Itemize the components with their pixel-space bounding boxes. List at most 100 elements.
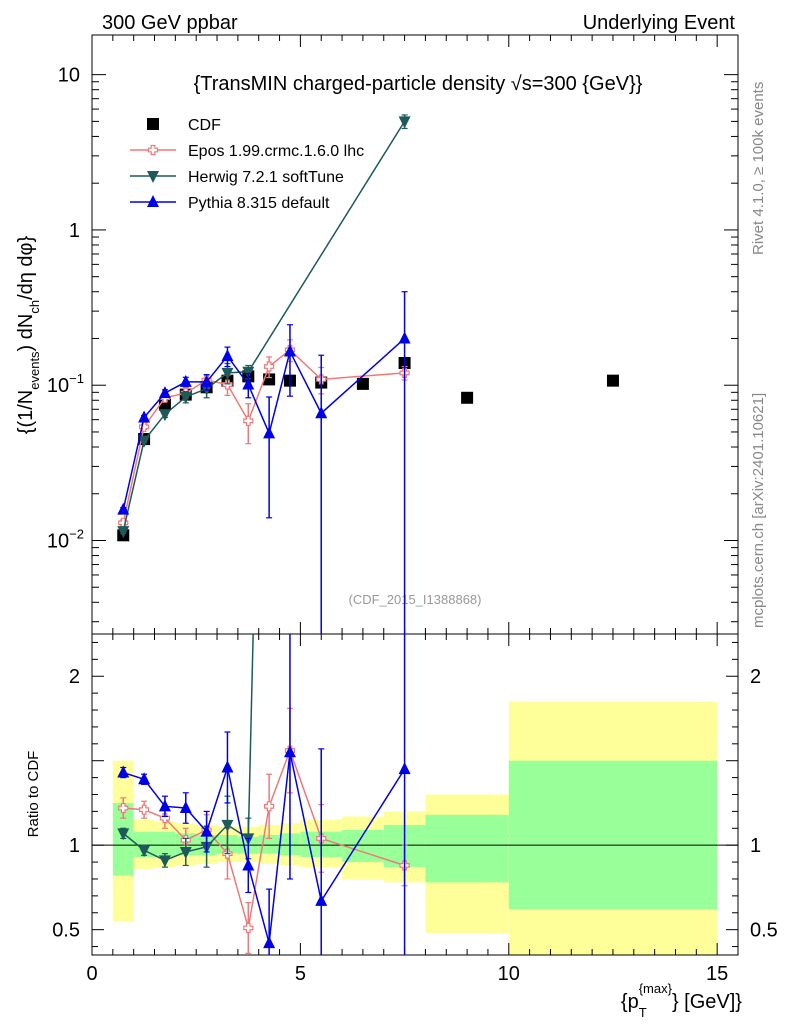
series-line (122, 337, 406, 510)
x-axis-label: {pT {max}} [GeV]} (621, 981, 742, 1020)
series-2-main (117, 291, 411, 634)
ratio-point (398, 762, 411, 775)
series-point (221, 349, 234, 362)
series-point (158, 386, 171, 399)
x-tick-label: 5 (295, 963, 306, 985)
series-point (398, 116, 411, 129)
x-axis-label-sup: {max} (639, 981, 673, 996)
cdf-data-point (606, 374, 619, 387)
x-tick-label: 10 (498, 963, 520, 985)
series-point (243, 415, 254, 426)
series-point (242, 377, 255, 390)
ratio-point (315, 893, 328, 906)
x-tick-label: 15 (706, 963, 728, 985)
legend-marker (147, 195, 159, 207)
ratio-point (200, 824, 213, 837)
ratio-point (283, 745, 296, 758)
ratio-point (158, 799, 171, 812)
axis-ticks: 0 5 10 15 10−2 10−1 1 10 0.5 0.5 1 1 2 2 (47, 35, 778, 985)
right-title: Underlying Event (583, 12, 736, 34)
series-point (283, 344, 296, 357)
ratio-tick-label-right: 2 (750, 666, 761, 688)
series-point (117, 526, 130, 539)
legend-label: Pythia 8.315 default (188, 195, 330, 212)
legend-label: CDF (188, 117, 221, 134)
series-point (200, 374, 213, 387)
ratio-point (263, 936, 276, 949)
band-green-12 (425, 814, 509, 883)
series-point (264, 361, 275, 372)
y-axis-label-sub2: ch (27, 300, 42, 314)
y-tick-label: 10−1 (47, 371, 84, 397)
cdf-data-point (263, 373, 276, 386)
ratio-point (221, 760, 234, 773)
y-axis-label-sub1: events (27, 351, 42, 390)
band-green-2 (154, 831, 176, 858)
left-title: 300 GeV ppbar (102, 12, 238, 34)
ratio-series-layer (117, 634, 411, 955)
ratio-point (243, 922, 254, 934)
ratio-point (158, 855, 171, 868)
x-axis-label-close: } [GeV]} (672, 991, 742, 1013)
x-axis-label-open: {p (621, 991, 639, 1013)
series-point (222, 379, 233, 390)
y-axis-label-b: ) dN (15, 314, 37, 352)
series-point (315, 406, 328, 419)
ratio-point (138, 845, 151, 858)
ratio-tick-label-left: 1 (69, 835, 80, 857)
series-point (138, 410, 151, 423)
series-point (263, 426, 276, 439)
y-tick-label: 10 (58, 65, 80, 87)
ratio-point (118, 802, 129, 814)
ratio-point (179, 801, 192, 814)
series-point (179, 374, 192, 387)
legend-marker (147, 171, 159, 183)
y-axis-label: {(1/Nevents) dNch/dη dφ} (15, 235, 42, 434)
ratio-point (264, 801, 275, 812)
series-point (179, 391, 192, 404)
chart-title-suffix: s=300 {GeV}} (522, 73, 643, 95)
series-0-main (118, 339, 410, 528)
ratio-tick-label-left: 2 (69, 666, 80, 688)
ratio-point (138, 772, 151, 785)
series-point (221, 367, 234, 380)
x-tick-label: 0 (86, 963, 97, 985)
legend-marker (147, 144, 159, 156)
ratio-tick-label-right: 0.5 (750, 920, 778, 942)
ratio-uncertainty-bands (92, 701, 738, 955)
legend: CDF Epos 1.99.crmc.1.6.0 lhc Herwig 7.2.1 … (130, 117, 364, 212)
ratio-point (138, 804, 150, 815)
cdf-data-point (461, 391, 474, 404)
ratio-tick-label-left: 0.5 (52, 920, 80, 942)
main-series-layer (117, 114, 619, 634)
series-point (398, 331, 411, 344)
ratio-point (179, 846, 192, 859)
ratio-point (117, 765, 130, 778)
mcplots-reference-label: mcplots.cern.ch [arXiv:2401.10621] (750, 393, 767, 628)
series-point (117, 502, 130, 515)
chart-title-prefix: {TransMIN charged-particle density (194, 73, 511, 95)
ratio-y-axis-label: Ratio to CDF (25, 751, 42, 838)
y-axis-label-c: /dη dφ} (15, 235, 37, 299)
series-point (158, 409, 171, 422)
ratio-point (221, 819, 234, 832)
series-point (138, 421, 150, 432)
legend-marker (147, 118, 159, 130)
y-tick-label: 10−2 (47, 527, 84, 553)
ratio-point (117, 828, 130, 841)
rivet-version-label: Rivet 4.1.0, ≥ 100k events (750, 82, 767, 255)
ratio-line (122, 634, 254, 862)
cdf-data-point (356, 377, 369, 390)
series-2-ratio (117, 634, 411, 955)
chart-title: {TransMIN charged-particle density √s=30… (194, 73, 643, 95)
analysis-watermark: (CDF_2015_I1388868) (349, 592, 482, 607)
legend-label: Epos 1.99.crmc.1.6.0 lhc (188, 143, 364, 160)
ratio-tick-label-right: 1 (750, 835, 761, 857)
band-green-1 (133, 831, 155, 858)
y-axis-label-a: {(1/N (15, 390, 37, 434)
series-point (242, 366, 255, 379)
ratio-point (242, 858, 255, 871)
series-1-ratio (117, 634, 255, 868)
